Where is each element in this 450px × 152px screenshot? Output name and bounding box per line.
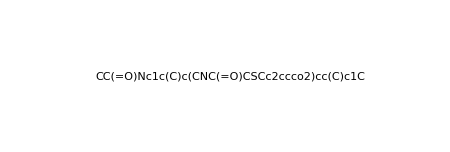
Text: CC(=O)Nc1c(C)c(CNC(=O)CSCc2ccco2)cc(C)c1C: CC(=O)Nc1c(C)c(CNC(=O)CSCc2ccco2)cc(C)c1… [96, 72, 365, 82]
